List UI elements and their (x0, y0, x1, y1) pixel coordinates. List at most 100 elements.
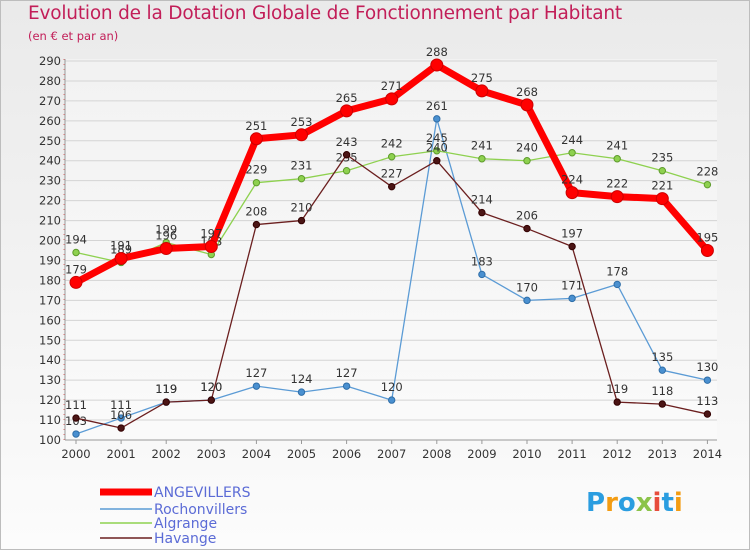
data-point (72, 414, 80, 422)
data-label: 261 (426, 99, 448, 113)
x-tick-label: 2007 (377, 447, 406, 461)
data-point (523, 224, 531, 233)
y-tick-label: 100 (39, 433, 61, 447)
legend-label: Havange (154, 531, 216, 547)
data-label: 241 (606, 139, 628, 153)
data-point (565, 186, 579, 200)
data-label: 130 (696, 360, 718, 374)
data-point (342, 382, 351, 390)
data-label: 245 (426, 131, 448, 145)
data-point (433, 115, 441, 123)
y-tick-label: 250 (39, 134, 61, 148)
data-label: 210 (291, 201, 313, 215)
data-point (388, 396, 396, 404)
y-tick-label: 110 (39, 413, 61, 427)
data-point (297, 388, 306, 396)
data-point (568, 242, 576, 251)
data-label: 206 (516, 209, 538, 223)
data-point (568, 294, 576, 303)
data-label: 241 (471, 139, 493, 153)
data-label: 124 (291, 372, 313, 386)
x-tick-label: 2000 (61, 447, 90, 461)
x-tick-label: 2004 (242, 447, 271, 461)
data-label: 240 (426, 141, 448, 155)
data-label: 222 (606, 177, 628, 191)
data-point (204, 240, 218, 254)
x-tick-label: 2010 (512, 447, 541, 461)
data-point (478, 155, 486, 163)
logo-letter: o (617, 488, 636, 518)
data-point (703, 180, 712, 189)
data-point (658, 366, 666, 374)
data-label: 214 (471, 193, 493, 207)
data-label: 227 (381, 167, 403, 181)
data-point (340, 104, 354, 118)
data-label: 197 (561, 227, 583, 241)
data-point (117, 424, 125, 432)
data-point (433, 157, 441, 165)
x-tick-label: 2012 (603, 447, 632, 461)
data-label: 288 (426, 45, 448, 59)
data-label: 199 (155, 223, 177, 237)
chart-title: Evolution de la Dotation Globale de Fonc… (28, 3, 622, 24)
data-point (523, 157, 531, 165)
data-label: 120 (200, 380, 222, 394)
logo-letter: i (673, 488, 683, 518)
data-point (297, 174, 306, 183)
data-point (520, 98, 534, 112)
data-label: 243 (336, 135, 358, 149)
data-label: 244 (561, 133, 583, 147)
data-label: 135 (651, 350, 673, 364)
x-tick-label: 2011 (557, 447, 586, 461)
data-point (72, 248, 80, 257)
data-label: 235 (651, 151, 673, 165)
data-label: 271 (381, 79, 403, 93)
data-point (655, 192, 669, 206)
data-label: 183 (471, 254, 493, 268)
legend-label: ANGEVILLERS (154, 485, 251, 501)
y-tick-label: 120 (39, 393, 61, 407)
data-label: 106 (110, 408, 132, 422)
data-label: 251 (245, 119, 267, 133)
y-tick-label: 280 (39, 74, 61, 88)
logo-letter: P (586, 488, 606, 518)
x-tick-label: 2008 (422, 447, 451, 461)
x-tick-label: 2006 (332, 447, 361, 461)
data-point (613, 155, 621, 163)
data-point (478, 270, 486, 279)
x-tick-label: 2005 (287, 447, 316, 461)
y-tick-label: 190 (39, 253, 61, 267)
data-label: 195 (696, 231, 718, 245)
data-label: 221 (651, 179, 673, 193)
data-label: 171 (561, 278, 583, 292)
chart-subtitle: (en € et par an) (28, 29, 119, 43)
y-tick-label: 140 (39, 353, 61, 367)
data-point (252, 382, 261, 390)
data-label: 127 (245, 366, 267, 380)
data-label: 194 (65, 232, 87, 246)
data-label: 113 (696, 394, 718, 408)
data-point (69, 275, 83, 289)
data-label: 111 (110, 398, 132, 412)
data-point (523, 296, 531, 305)
y-tick-label: 180 (39, 273, 61, 287)
data-point (297, 216, 306, 225)
y-tick-label: 210 (39, 214, 61, 228)
y-tick-label: 200 (39, 234, 61, 248)
data-point (72, 430, 80, 438)
data-label: 178 (606, 264, 628, 278)
data-label: 240 (516, 141, 538, 155)
data-point (613, 280, 621, 289)
data-point (295, 128, 308, 142)
data-label: 224 (561, 173, 583, 187)
data-label: 179 (65, 262, 87, 276)
data-point (658, 167, 666, 175)
data-point (388, 153, 396, 161)
data-point (430, 58, 444, 72)
data-label: 275 (471, 71, 493, 85)
data-point (159, 242, 173, 256)
data-label: 228 (696, 165, 718, 179)
data-label: 127 (336, 366, 358, 380)
data-point (388, 182, 396, 191)
